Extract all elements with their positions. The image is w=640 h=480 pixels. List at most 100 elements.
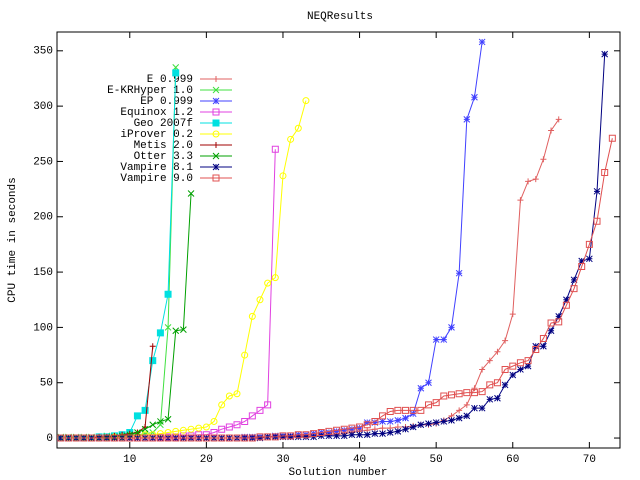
marker: [402, 414, 409, 422]
series-line: [60, 193, 192, 439]
legend-label: iProver 0.2: [120, 129, 193, 141]
marker: [72, 434, 80, 442]
marker: [212, 97, 220, 105]
marker: [471, 385, 478, 392]
marker: [394, 406, 402, 414]
marker: [172, 69, 180, 77]
marker: [302, 431, 310, 439]
marker: [164, 434, 172, 442]
marker: [502, 337, 509, 344]
marker: [478, 404, 486, 412]
marker: [213, 142, 219, 148]
marker: [212, 119, 220, 127]
y-tick-label: 0: [46, 433, 53, 445]
marker: [539, 334, 547, 342]
marker: [333, 428, 340, 435]
marker: [386, 418, 394, 425]
marker: [570, 285, 578, 293]
series-line: [60, 41, 483, 439]
marker: [479, 366, 486, 373]
marker: [516, 359, 524, 367]
marker: [578, 257, 586, 265]
marker: [371, 430, 379, 437]
x-tick-label: 10: [123, 454, 136, 466]
marker: [271, 145, 279, 153]
marker: [455, 414, 463, 422]
marker: [180, 326, 187, 333]
y-tick-label: 250: [33, 156, 53, 168]
marker: [233, 390, 241, 398]
marker: [448, 416, 455, 424]
marker: [417, 384, 425, 392]
marker: [463, 389, 471, 397]
marker: [402, 406, 410, 414]
marker: [440, 418, 448, 425]
marker: [310, 430, 318, 438]
marker: [157, 418, 164, 425]
x-tick-label: 40: [353, 454, 366, 466]
marker: [379, 425, 386, 432]
marker: [57, 434, 65, 442]
marker: [187, 425, 195, 433]
marker: [212, 152, 220, 160]
marker: [532, 346, 540, 354]
marker: [394, 428, 402, 435]
marker: [149, 357, 157, 365]
marker: [225, 423, 233, 431]
marker: [386, 407, 394, 415]
marker: [134, 429, 141, 436]
legend-label: Otter 3.3: [134, 151, 193, 163]
marker: [371, 417, 379, 425]
marker: [294, 431, 302, 439]
marker: [195, 434, 203, 442]
marker: [172, 434, 180, 442]
marker: [212, 86, 220, 94]
marker: [585, 240, 593, 248]
marker: [348, 425, 356, 433]
marker: [432, 419, 440, 426]
marker: [256, 434, 264, 442]
marker: [417, 406, 425, 414]
marker: [271, 274, 279, 282]
marker: [363, 431, 371, 439]
marker: [486, 381, 494, 389]
marker: [126, 434, 134, 442]
marker: [586, 255, 593, 263]
marker: [256, 433, 264, 441]
y-tick-label: 350: [33, 46, 53, 58]
marker: [87, 434, 95, 442]
marker: [555, 318, 563, 326]
y-axis-label: CPU time in seconds: [7, 177, 19, 302]
marker: [212, 174, 220, 182]
marker: [294, 433, 302, 441]
marker: [202, 423, 210, 431]
marker: [333, 426, 341, 434]
marker: [394, 416, 402, 424]
marker: [494, 394, 501, 402]
marker: [218, 401, 226, 409]
marker: [463, 116, 471, 123]
marker: [294, 124, 302, 132]
marker: [501, 365, 509, 373]
marker: [233, 434, 241, 442]
marker: [371, 419, 379, 426]
marker: [302, 433, 310, 441]
marker: [340, 425, 348, 433]
marker: [486, 395, 494, 403]
marker: [325, 432, 333, 440]
series-line: [60, 67, 177, 438]
marker: [187, 434, 195, 442]
marker: [317, 429, 325, 437]
y-tick-label: 100: [33, 322, 53, 334]
marker: [555, 116, 562, 123]
marker: [210, 418, 218, 425]
marker: [164, 415, 172, 423]
marker: [548, 127, 555, 134]
marker: [340, 432, 348, 440]
marker: [493, 379, 501, 387]
marker: [333, 432, 340, 440]
marker: [532, 176, 539, 183]
chart-title: NEQResults: [307, 11, 373, 23]
marker: [524, 362, 532, 370]
marker: [172, 327, 180, 335]
